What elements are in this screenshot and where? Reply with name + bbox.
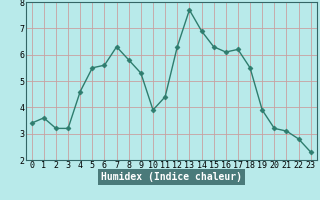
X-axis label: Humidex (Indice chaleur): Humidex (Indice chaleur) (101, 172, 242, 182)
